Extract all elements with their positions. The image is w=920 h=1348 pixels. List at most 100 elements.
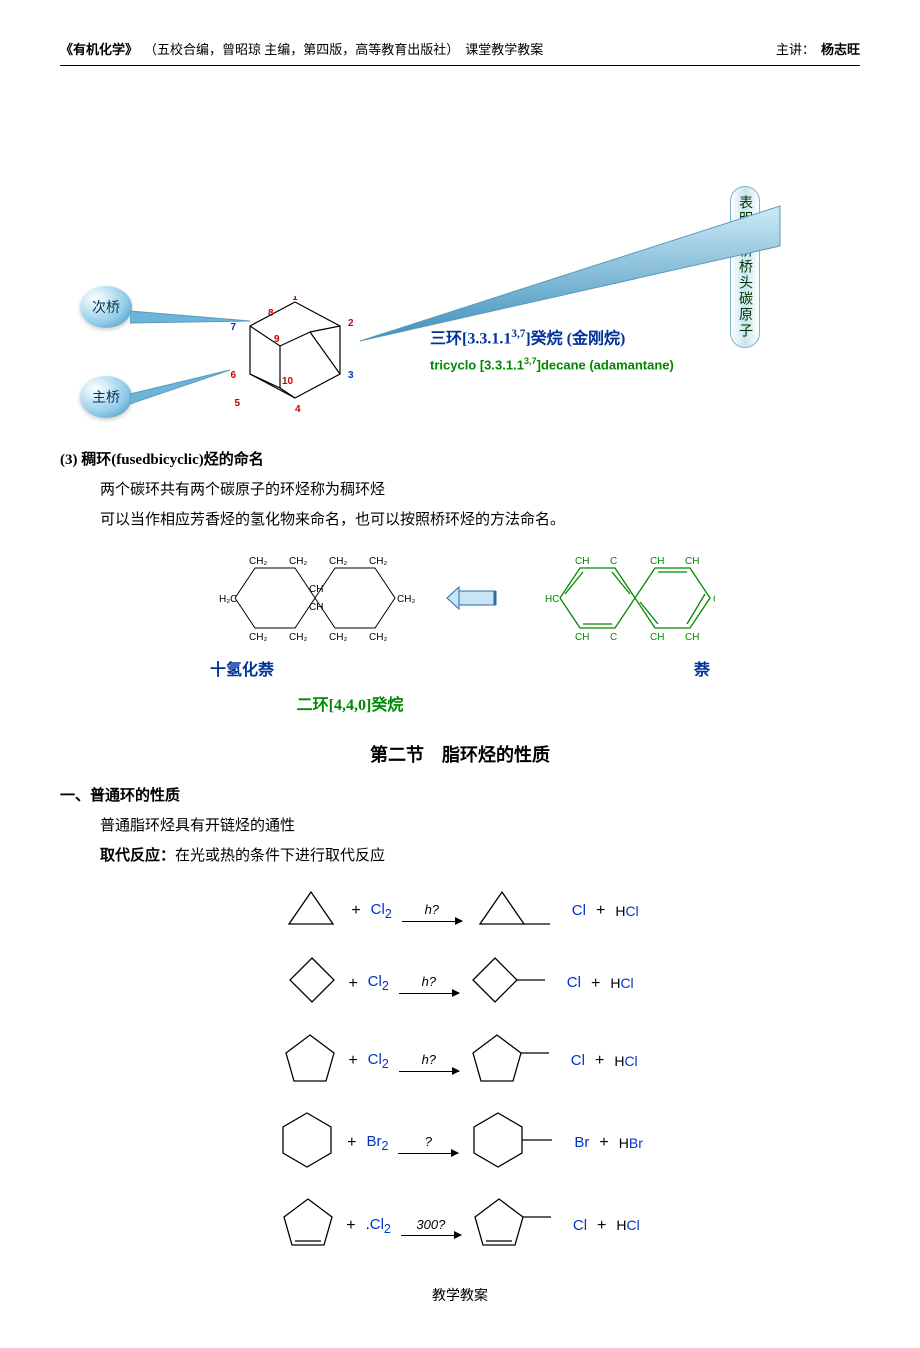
svg-text:C: C: [610, 556, 617, 567]
reaction-row: +Br2?Br+HBr: [60, 1109, 860, 1177]
name-sup: 3,7: [511, 328, 525, 340]
arrow-condition: h?: [425, 900, 439, 921]
naphthalene-structure-icon: HCCHC CHCHCH CHCHC CH: [535, 548, 715, 648]
svg-text:CH₂: CH₂: [397, 594, 415, 605]
svg-text:CH₂: CH₂: [249, 556, 267, 567]
byproduct: HCl: [614, 1050, 637, 1072]
plus: +: [595, 1048, 604, 1074]
reactant-ring-icon: [282, 1031, 338, 1091]
svg-text:CH₂: CH₂: [289, 556, 307, 567]
svg-text:CH: CH: [309, 584, 323, 595]
reaction-arrow: ?: [398, 1132, 458, 1154]
atom-label: 9: [274, 334, 280, 345]
adamantane-name: 三环[3.3.1.13,7]癸烷 (金刚烷): [430, 326, 625, 352]
atom-label: 1: [292, 296, 298, 303]
svg-text:CH₂: CH₂: [369, 632, 387, 643]
svg-text:CH₂: CH₂: [369, 556, 387, 567]
svg-text:CH₂: CH₂: [249, 632, 267, 643]
book-info: （五校合编，曾昭琼 主编，第四版，高等教育出版社）: [144, 40, 459, 61]
sub2-rest: 在光或热的条件下进行取代反应: [175, 848, 385, 864]
bubble-secondary-bridge: 次桥: [80, 286, 132, 328]
naphthalene-labels: 十氢化萘 萘: [60, 658, 860, 684]
arrow-condition: h?: [422, 972, 436, 993]
product-ring-icon: [471, 1195, 563, 1255]
adamantane-english: tricyclo [3.3.1.13,7]decane (adamantane): [430, 354, 674, 376]
product-substituent: Cl: [573, 1214, 587, 1238]
svg-text:HC: HC: [545, 594, 559, 605]
reaction-row: + .Cl2 300? Cl + HCl: [60, 1195, 860, 1255]
reaction-row: + Cl2 h? Cl + HCl: [60, 886, 860, 936]
svg-text:CH: CH: [650, 556, 664, 567]
product-substituent: Br: [574, 1131, 589, 1155]
plus: +: [348, 971, 357, 997]
svg-text:CH: CH: [713, 594, 715, 605]
reactions-block: +Cl2h?Cl+HCl+Cl2h?Cl+HCl+Cl2h?Cl+HCl+Br2…: [60, 886, 860, 1256]
page-footer: 教学教案: [60, 1286, 860, 1308]
reagent: .Cl2: [366, 1213, 391, 1239]
product-ring-icon: [469, 954, 557, 1012]
atom-label: 8: [268, 308, 274, 319]
reagent: Cl2: [368, 970, 389, 996]
atom-label: 3: [348, 370, 354, 381]
arrow-condition: 300?: [416, 1215, 445, 1236]
svg-text:CH₂: CH₂: [329, 632, 347, 643]
reaction-row: + Cl2 h? Cl + HCl: [60, 954, 860, 1012]
svg-text:CH₂: CH₂: [329, 556, 347, 567]
atom-label: 2: [348, 318, 354, 329]
book-title: 《有机化学》: [60, 40, 138, 61]
naphthalene-label: 萘: [694, 658, 710, 684]
byproduct: HCl: [615, 900, 638, 922]
atom-label: 5: [234, 398, 240, 409]
fused-line2: 可以当作相应芳香烃的氢化物来命名，也可以按照桥环烃的方法命名。: [100, 508, 860, 532]
plus: +: [346, 1213, 355, 1239]
reaction-arrow: h?: [402, 900, 462, 922]
subject: 课堂教学教案: [465, 40, 543, 61]
plus: +: [347, 1130, 356, 1156]
header-right: 主讲： 杨志旺: [776, 40, 860, 61]
product-substituent: Cl: [567, 971, 581, 995]
page-header: 《有机化学》 （五校合编，曾昭琼 主编，第四版，高等教育出版社） 课堂教学教案 …: [60, 40, 860, 66]
arrow-condition: ?: [425, 1132, 432, 1153]
plus: +: [597, 1213, 606, 1239]
product-substituent: Cl: [572, 899, 586, 923]
plus: +: [596, 898, 605, 924]
reaction-row: +Cl2h?Cl+HCl: [60, 1031, 860, 1091]
sub-sup: 3,7: [524, 356, 537, 366]
plus: +: [351, 898, 360, 924]
plus: +: [599, 1130, 608, 1156]
product-ring-icon: [468, 1109, 564, 1177]
reactant-ring-icon: [281, 886, 341, 936]
reactant-ring-icon: [280, 1195, 336, 1255]
sub-suffix: ]decane (adamantane): [537, 357, 674, 372]
fused-heading: (3) 稠环(fusedbicyclic)烃的命名: [60, 448, 860, 472]
retro-arrow-icon: [445, 583, 505, 613]
plus: +: [348, 1048, 357, 1074]
reagent: Cl2: [368, 1048, 389, 1074]
svg-text:CH: CH: [575, 632, 589, 643]
svg-text:CH₂: CH₂: [289, 632, 307, 643]
atom-label: 7: [230, 322, 236, 333]
lecturer-name: 杨志旺: [821, 40, 860, 61]
sec2-line2: 取代反应：在光或热的条件下进行取代反应: [100, 844, 860, 868]
reaction-arrow: h?: [399, 1050, 459, 1072]
adamantane-section: 表明次桥桥头碳原子 次桥 主桥 1 2: [60, 96, 860, 436]
header-left: 《有机化学》 （五校合编，曾昭琼 主编，第四版，高等教育出版社） 课堂教学教案: [60, 40, 543, 61]
byproduct: HCl: [616, 1214, 639, 1236]
arrow-condition: h?: [422, 1050, 436, 1071]
reactant-ring-icon: [286, 954, 338, 1012]
decalin-structure-icon: CH₂CH₂ CH₂CH₂ H₂CCH CHCH₂ CH₂CH₂ CH₂CH₂: [205, 548, 415, 648]
atom-label: 6: [230, 370, 236, 381]
bicyclo-name-row: 二环[4,4,0]癸烷: [60, 693, 860, 719]
sub2: 取代反应：: [100, 848, 175, 864]
reagent: Cl2: [371, 898, 392, 924]
product-ring-icon: [472, 886, 562, 936]
svg-text:H₂C: H₂C: [219, 594, 237, 605]
atom-label: 4: [295, 404, 301, 415]
reaction-arrow: h?: [399, 972, 459, 994]
sec2-line1: 普通脂环烃具有开链烃的通性: [100, 814, 860, 838]
plus: +: [591, 971, 600, 997]
section2-title: 第二节 脂环烃的性质: [60, 741, 860, 770]
sub1: 一、普通环的性质: [60, 784, 860, 808]
byproduct: HCl: [610, 972, 633, 994]
reactant-ring-icon: [277, 1109, 337, 1177]
